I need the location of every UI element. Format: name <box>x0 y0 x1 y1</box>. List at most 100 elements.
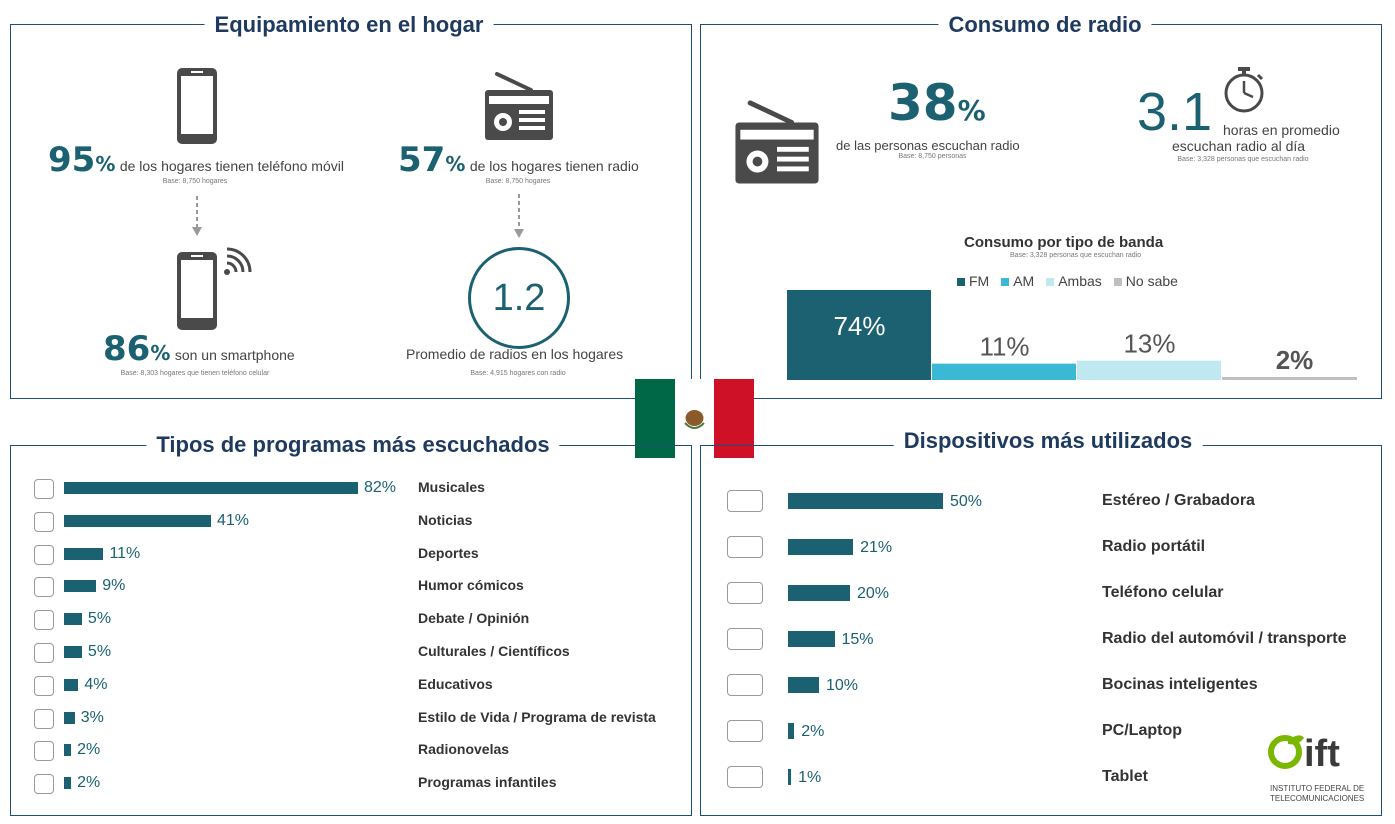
banda-label-3: 2% <box>1276 345 1314 375</box>
personas-pct-sign: % <box>957 94 986 127</box>
device-pct-5: 2% <box>801 723 825 740</box>
radio-pct: 57 <box>398 140 446 180</box>
program-label-2: Deportes <box>418 544 479 561</box>
smartphone-icon <box>177 247 252 330</box>
device-label-1: Radio portátil <box>1102 538 1206 555</box>
program-pct-5: 5% <box>87 643 112 660</box>
smart-base: Base: 8,303 hogares que tienen teléfono … <box>120 370 270 377</box>
program-icon-3 <box>34 577 54 598</box>
arrow-down-icon <box>514 194 524 238</box>
program-bar-4 <box>64 613 82 626</box>
promedio-circle: 1.2 <box>468 247 570 349</box>
program-icon-2 <box>34 544 54 565</box>
legend-swatch-0 <box>957 278 965 286</box>
program-icon-0 <box>34 479 54 499</box>
personas-text: de las personas escuchan radio <box>836 138 1020 153</box>
program-label-7: Estilo de Vida / Programa de revista <box>418 708 656 725</box>
ift-logo: ift INSTITUTO FEDERAL DE TELECOMUNICACIO… <box>1268 732 1368 806</box>
device-bar-1 <box>788 539 854 555</box>
program-label-5: Culturales / Científicos <box>418 643 570 659</box>
legend-label-3: No sabe <box>1125 273 1178 289</box>
program-bar-5 <box>64 646 82 658</box>
stopwatch-icon <box>1224 67 1264 113</box>
device-icon-2 <box>727 582 763 604</box>
banda-title: Consumo por tipo de banda <box>964 234 1164 251</box>
programas-title: Tipos de programas más escuchados <box>146 432 560 458</box>
mexico-flag-icon <box>635 379 754 458</box>
program-icon-1 <box>34 511 54 532</box>
device-label-2: Teléfono celular <box>1102 584 1224 601</box>
legend-label-2: Ambas <box>1058 273 1102 289</box>
radio-text: de los hogares tienen radio <box>469 158 639 174</box>
movil-stat: 95% de los hogares tienen teléfono móvil <box>48 140 344 180</box>
ift-logo-line2: TELECOMUNICACIONES <box>1270 794 1365 803</box>
smart-pct-sign: % <box>150 341 171 365</box>
program-label-9: Programas infantiles <box>418 774 557 791</box>
equipamiento-title: Equipamiento en el hogar <box>204 12 494 38</box>
promedio-value: 1.2 <box>492 277 546 319</box>
movil-text: de los hogares tienen teléfono móvil <box>119 158 344 174</box>
promedio-text: Promedio de radios en los hogares <box>406 346 624 362</box>
dispositivos-title: Dispositivos más utilizados <box>893 428 1203 454</box>
banda-bar-3 <box>1222 377 1357 380</box>
program-icon-4 <box>34 610 54 631</box>
consumo-title: Consumo de radio <box>938 12 1152 38</box>
device-icon-3 <box>727 628 763 650</box>
device-label-0: Estéreo / Grabadora <box>1102 492 1255 509</box>
banda-bar-0 <box>787 290 931 380</box>
device-label-3: Radio del automóvil / transporte <box>1102 630 1347 647</box>
radio-icon <box>485 72 553 140</box>
device-icon-4 <box>727 674 763 696</box>
device-pct-4: 10% <box>826 677 859 694</box>
program-label-0: Musicales <box>418 479 485 495</box>
banda-bar-2 <box>1077 360 1221 380</box>
device-pct-3: 15% <box>841 631 874 648</box>
movil-pct-sign: % <box>95 152 116 176</box>
smart-stat: 86% son un smartphone <box>103 329 295 369</box>
personas-pct: 38 <box>888 74 958 132</box>
program-pct-7: 3% <box>80 708 104 726</box>
banda-base: Base: 3,328 personas que escuchan radio <box>1010 252 1142 259</box>
promedio-base: Base: 4,915 hogares con radio <box>470 370 566 377</box>
device-pct-0: 50% <box>950 493 983 510</box>
device-bar-3 <box>788 631 835 647</box>
radio-pct-sign: % <box>445 152 466 176</box>
program-pct-3: 9% <box>102 577 126 595</box>
program-icon-5 <box>34 643 54 663</box>
banda-bar-1 <box>932 363 1076 380</box>
device-pct-6: 1% <box>798 769 822 786</box>
horas-value: 3.1 <box>1137 82 1213 142</box>
device-icon-1 <box>727 536 763 558</box>
program-pct-9: 2% <box>77 774 101 792</box>
program-bar-2 <box>64 547 104 560</box>
banda-legend: FM AM Ambas No sabe <box>957 273 1190 289</box>
program-bar-6 <box>64 678 79 691</box>
legend-swatch-1 <box>1001 278 1010 286</box>
legend-label-1: AM <box>1013 273 1035 289</box>
radio-stat: 57% de los hogares tienen radio <box>398 140 639 180</box>
device-icon-6 <box>727 766 763 788</box>
program-pct-6: 4% <box>84 675 108 693</box>
horas-text2: escuchan radio al día <box>1172 138 1306 154</box>
program-icon-8 <box>34 741 54 762</box>
program-label-6: Educativos <box>418 675 493 692</box>
arrow-down-icon <box>192 196 202 236</box>
radio-icon <box>735 100 819 184</box>
device-label-4: Bocinas inteligentes <box>1102 676 1258 693</box>
device-bar-4 <box>788 677 819 693</box>
program-icon-7 <box>34 708 54 729</box>
ift-logo-line1: INSTITUTO FEDERAL DE <box>1270 784 1365 793</box>
device-label-5: PC/Laptop <box>1102 722 1182 739</box>
mobile-phone-icon <box>177 68 217 144</box>
device-bar-6 <box>788 769 792 785</box>
program-pct-4: 5% <box>87 610 112 628</box>
program-bar-9 <box>64 777 72 790</box>
ift-logo-mark <box>1268 735 1304 769</box>
device-pct-1: 21% <box>860 539 893 556</box>
program-pct-0: 82% <box>364 479 397 496</box>
program-pct-1: 41% <box>217 511 250 529</box>
movil-base: Base: 8,750 hogares <box>162 178 228 185</box>
legend-label-0: FM <box>969 273 990 289</box>
banda-chart: 74% 11% 13% 2% <box>787 290 1357 380</box>
banda-label-1: 11% <box>979 332 1029 362</box>
